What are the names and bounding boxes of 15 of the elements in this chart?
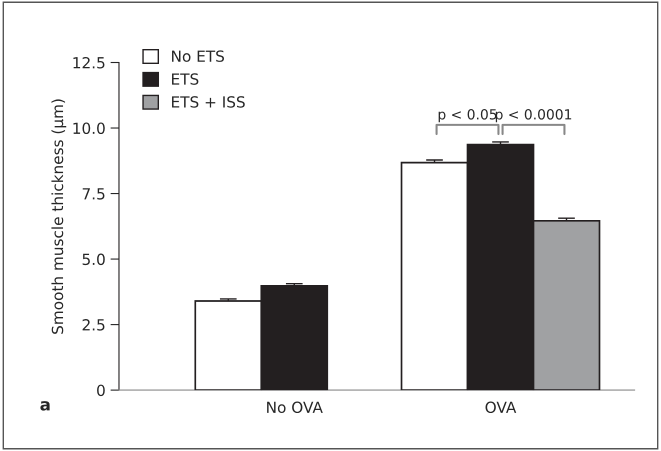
y-tick-label: 5.0 [82,254,105,266]
y-tick-label: 10.0 [73,122,105,134]
legend-label: No ETS [172,50,224,62]
y-tick-label: 2.5 [82,319,104,331]
text: a [40,401,50,411]
x-tick-label: No OVA [267,401,323,414]
y-tick-label: 12.5 [73,56,104,69]
legend-label: ETS [172,73,198,85]
legend-label: ETS + ISS [172,96,245,108]
annotation: p < 0.05 [438,109,496,122]
y-axis-title: Smooth muscle thickness (μm) [51,99,66,334]
y-tick-label: 0 [97,384,105,396]
x-tick-label: OVA [486,401,516,414]
annotation: p < 0.0001 [496,109,572,122]
y-tick-label: 7.5 [82,188,104,200]
